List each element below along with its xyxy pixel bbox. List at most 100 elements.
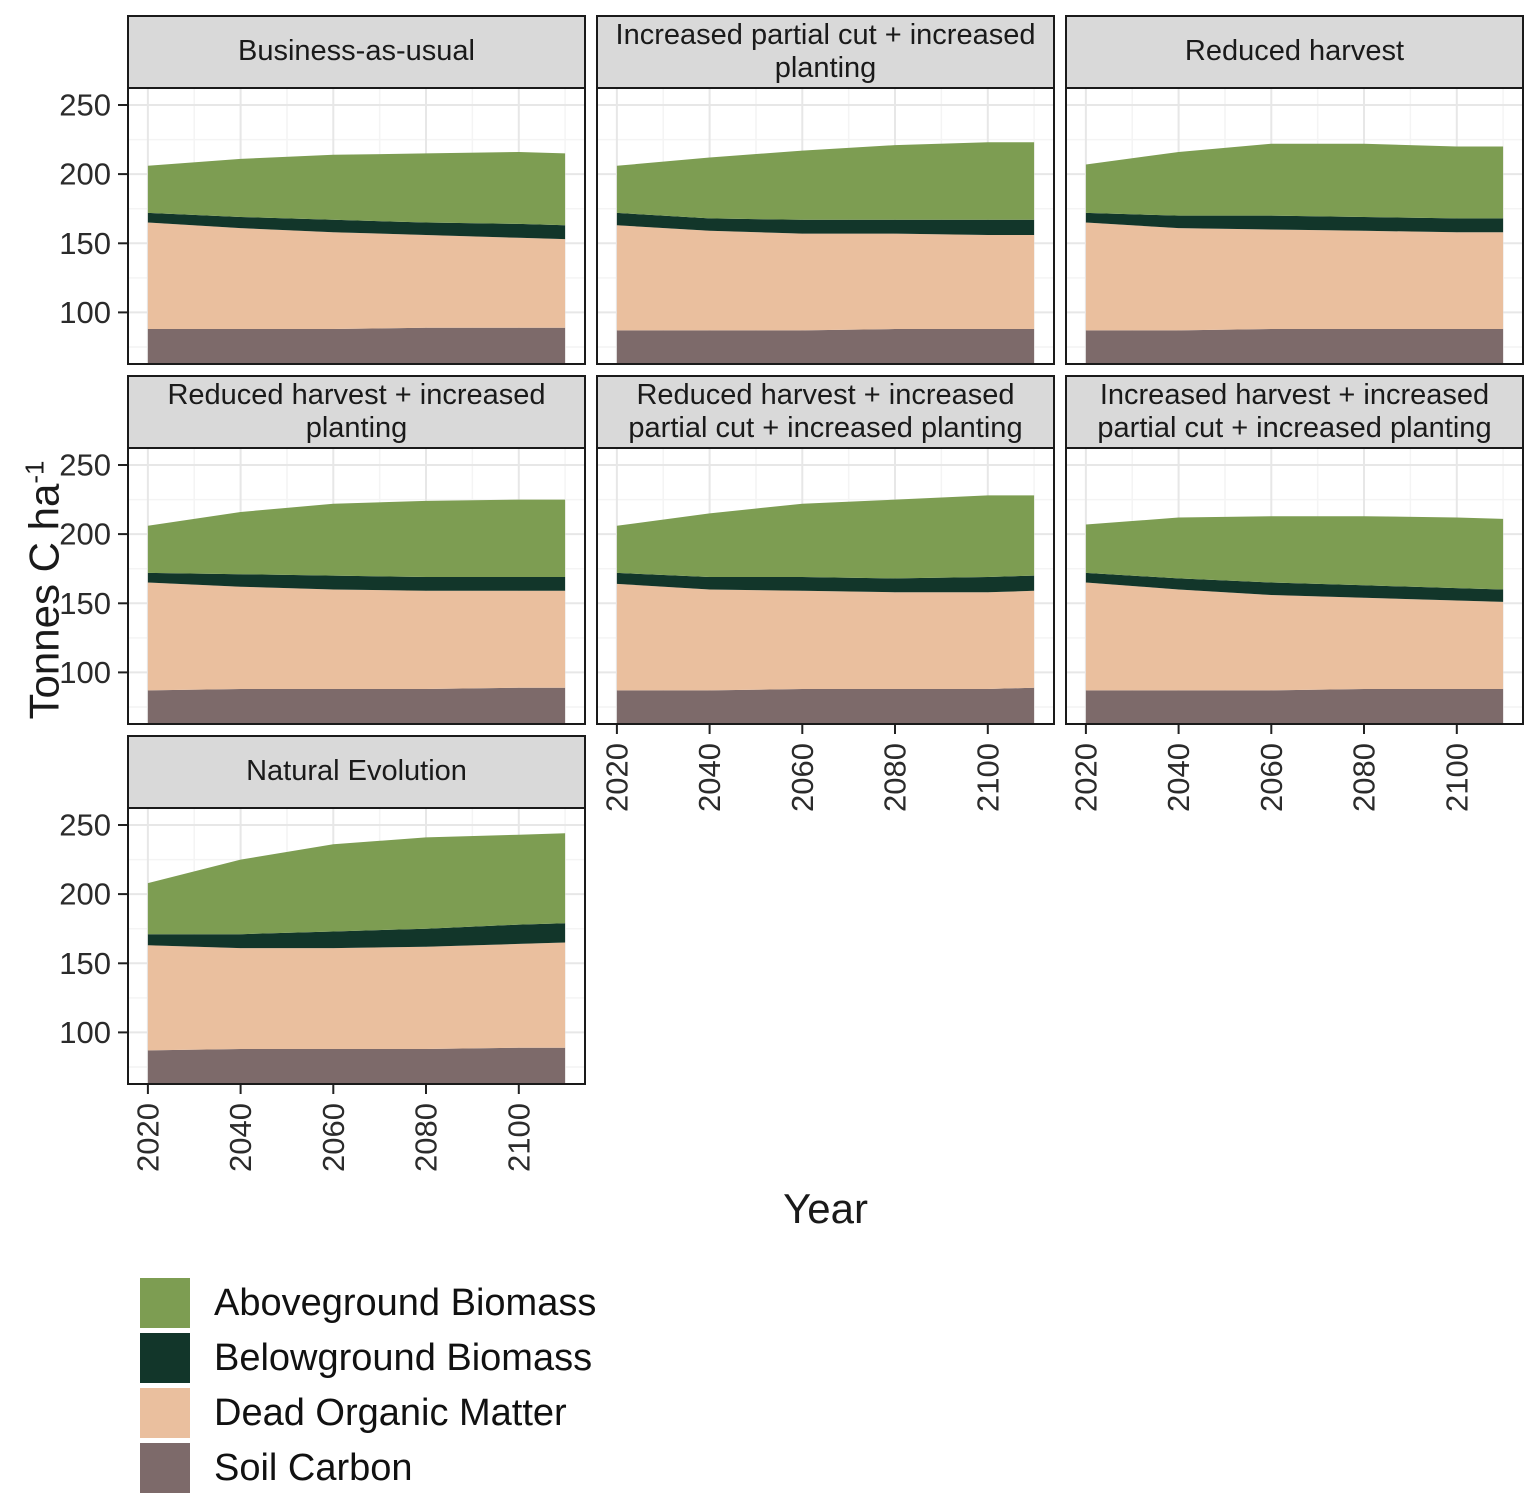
- facet-business-as-usual: Business-as-usual 100 150 200 250: [59, 15, 586, 365]
- y-tick-label: 200: [59, 517, 111, 552]
- y-tick-label: 250: [59, 448, 111, 483]
- area-belowground-biomass: [1085, 572, 1504, 602]
- legend-swatch-soil-carbon: [140, 1443, 190, 1493]
- area-soil-carbon: [147, 1047, 566, 1085]
- facet-strip-title: Increased partial cut + increased planti…: [596, 15, 1055, 87]
- facet-plot-area: 2020 2040 2060 2080 2100: [1065, 447, 1524, 812]
- facet-plot-area: 100 150 200 250: [59, 447, 586, 725]
- facet-plot-area: [1065, 87, 1524, 365]
- area-dead-organic-matter: [147, 222, 566, 329]
- facet-reduced-harvest-increased-partial-cut-increased-planting: Reduced harvest + increased partial cut …: [596, 375, 1055, 812]
- panel-border: [1065, 87, 1524, 365]
- area-soil-carbon: [1085, 689, 1504, 725]
- area-dead-organic-matter: [616, 583, 1035, 691]
- facet-natural-evolution: Natural Evolution 100 150 200 250 2020 2040 206…: [59, 735, 586, 1172]
- panel-border: [596, 447, 1055, 725]
- area-dead-organic-matter: [147, 582, 566, 691]
- area-aboveground-biomass: [147, 833, 566, 935]
- panel-border: [127, 807, 586, 1085]
- x-tick-label: 2080: [409, 1103, 444, 1172]
- y-tick-label: 150: [59, 586, 111, 621]
- area-soil-carbon: [616, 687, 1035, 725]
- area-belowground-biomass: [1085, 212, 1504, 233]
- area-aboveground-biomass: [147, 152, 566, 226]
- y-tick-label: 250: [59, 808, 111, 843]
- panel-border: [596, 87, 1055, 365]
- y-tick-label: 100: [59, 1015, 111, 1050]
- panel-border: [1065, 447, 1524, 725]
- facet-strip-title: Natural Evolution: [127, 735, 586, 807]
- area-dead-organic-matter: [1085, 582, 1504, 691]
- x-tick-label: 2100: [970, 743, 1005, 812]
- x-tick-label: 2080: [1347, 743, 1382, 812]
- area-belowground-biomass: [147, 572, 566, 591]
- legend: Aboveground Biomass Belowground Biomass De…: [140, 1278, 596, 1493]
- area-belowground-biomass: [147, 923, 566, 949]
- x-tick-label: 2040: [692, 743, 727, 812]
- x-tick-label: 2040: [1161, 743, 1196, 812]
- legend-swatch-dead-organic-matter: [140, 1388, 190, 1438]
- y-tick-label: 250: [59, 88, 111, 123]
- facet-grid: Business-as-usual 100 150 200 250 Increased p…: [59, 15, 1524, 1172]
- facet-plot-area: 2020 2040 2060 2080 2100: [596, 447, 1055, 812]
- y-tick-label: 200: [59, 157, 111, 192]
- area-aboveground-biomass: [616, 142, 1035, 220]
- legend-item-soil-carbon: Soil Carbon: [140, 1443, 596, 1493]
- facet-reduced-harvest-increased-planting: Reduced harvest + increased planting 100 1…: [59, 375, 586, 725]
- facet-reduced-harvest: Reduced harvest: [1065, 15, 1524, 365]
- facet-strip-title: Reduced harvest: [1065, 15, 1524, 87]
- facet-increased-partial-cut-increased-planting: Increased partial cut + increased planti…: [596, 15, 1055, 365]
- area-soil-carbon: [147, 327, 566, 365]
- x-tick-label: 2020: [599, 743, 634, 812]
- area-aboveground-biomass: [1085, 516, 1504, 590]
- x-axis-title: Year: [783, 1185, 868, 1232]
- legend-item-belowground-biomass: Belowground Biomass: [140, 1333, 596, 1383]
- y-tick-label: 150: [59, 226, 111, 261]
- y-axis-title-superscript: -1: [19, 460, 50, 484]
- area-soil-carbon: [616, 329, 1035, 365]
- x-tick-label: 2040: [223, 1103, 258, 1172]
- legend-swatch-belowground-biomass: [140, 1333, 190, 1383]
- facet-strip-title: Increased harvest + increased partial cu…: [1065, 375, 1524, 447]
- area-soil-carbon: [147, 687, 566, 725]
- y-tick-label: 150: [59, 946, 111, 981]
- x-tick-label: 2060: [1254, 743, 1289, 812]
- facet-plot-area: [596, 87, 1055, 365]
- legend-item-aboveground-biomass: Aboveground Biomass: [140, 1278, 596, 1328]
- area-belowground-biomass: [616, 212, 1035, 235]
- area-aboveground-biomass: [616, 495, 1035, 579]
- facet-increased-harvest-increased-partial-cut-increased-planting: Increased harvest + increased partial cu…: [1065, 375, 1524, 812]
- facet-strip-title: Business-as-usual: [127, 15, 586, 87]
- y-tick-label: 200: [59, 877, 111, 912]
- legend-swatch-aboveground-biomass: [140, 1278, 190, 1328]
- panel-border: [127, 87, 586, 365]
- area-dead-organic-matter: [147, 942, 566, 1051]
- area-dead-organic-matter: [616, 225, 1035, 331]
- area-belowground-biomass: [147, 212, 566, 240]
- legend-label: Aboveground Biomass: [214, 1281, 597, 1324]
- y-tick-label: 100: [59, 655, 111, 690]
- facet-strip-title: Reduced harvest + increased partial cut …: [596, 375, 1055, 447]
- area-aboveground-biomass: [1085, 143, 1504, 219]
- x-tick-label: 2020: [130, 1103, 165, 1172]
- facet-strip-title: Reduced harvest + increased planting: [127, 375, 586, 447]
- y-tick-label: 100: [59, 295, 111, 330]
- x-tick-label: 2080: [878, 743, 913, 812]
- legend-label: Belowground Biomass: [214, 1336, 593, 1379]
- x-tick-label: 2100: [1439, 743, 1474, 812]
- area-aboveground-biomass: [147, 499, 566, 577]
- area-soil-carbon: [1085, 329, 1504, 365]
- x-tick-label: 2060: [316, 1103, 351, 1172]
- x-tick-label: 2060: [785, 743, 820, 812]
- facet-plot-area: 100 150 200 250 2020 2040 2060 2080 2100: [59, 807, 586, 1172]
- x-tick-label: 2020: [1068, 743, 1103, 812]
- legend-label: Dead Organic Matter: [214, 1391, 567, 1434]
- area-dead-organic-matter: [1085, 222, 1504, 331]
- panel-border: [127, 447, 586, 725]
- legend-item-dead-organic-matter: Dead Organic Matter: [140, 1388, 596, 1438]
- legend-label: Soil Carbon: [214, 1446, 413, 1489]
- facet-plot-area: 100 150 200 250: [59, 87, 586, 365]
- x-tick-label: 2100: [501, 1103, 536, 1172]
- area-belowground-biomass: [616, 572, 1035, 593]
